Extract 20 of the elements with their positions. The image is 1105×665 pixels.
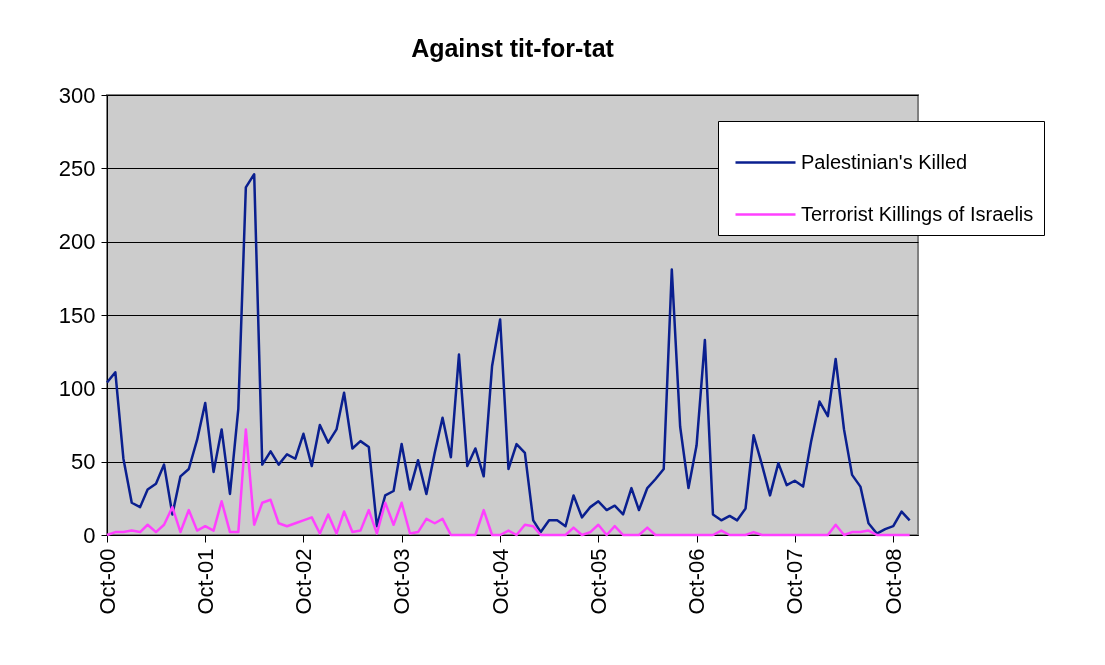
x-tick-label: Oct-06 xyxy=(684,548,710,615)
y-tick-label: 50 xyxy=(71,449,96,475)
y-tick-label: 300 xyxy=(58,82,96,108)
line-series xyxy=(105,428,911,537)
legend-label: Palestinian's Killed xyxy=(801,150,968,173)
x-tick-label: Oct-04 xyxy=(487,548,513,615)
x-tick-label: Oct-02 xyxy=(290,548,316,615)
x-tick-label: Oct-08 xyxy=(880,548,906,615)
x-tick-label: Oct-05 xyxy=(585,548,611,615)
x-tick-label: Oct-01 xyxy=(192,548,218,615)
y-tick-label: 150 xyxy=(58,302,96,328)
y-tick-label: 200 xyxy=(58,229,96,255)
y-tick-label: 100 xyxy=(58,375,96,401)
chart-title: Against tit-for-tat xyxy=(411,34,615,62)
y-tick-label: 0 xyxy=(83,522,96,548)
x-tick-label: Oct-00 xyxy=(94,548,120,615)
y-tick-label: 250 xyxy=(58,155,96,181)
x-tick-label: Oct-07 xyxy=(782,548,808,615)
x-tick-label: Oct-03 xyxy=(389,548,415,615)
legend-label: Terrorist Killings of Israelis xyxy=(801,202,1034,225)
